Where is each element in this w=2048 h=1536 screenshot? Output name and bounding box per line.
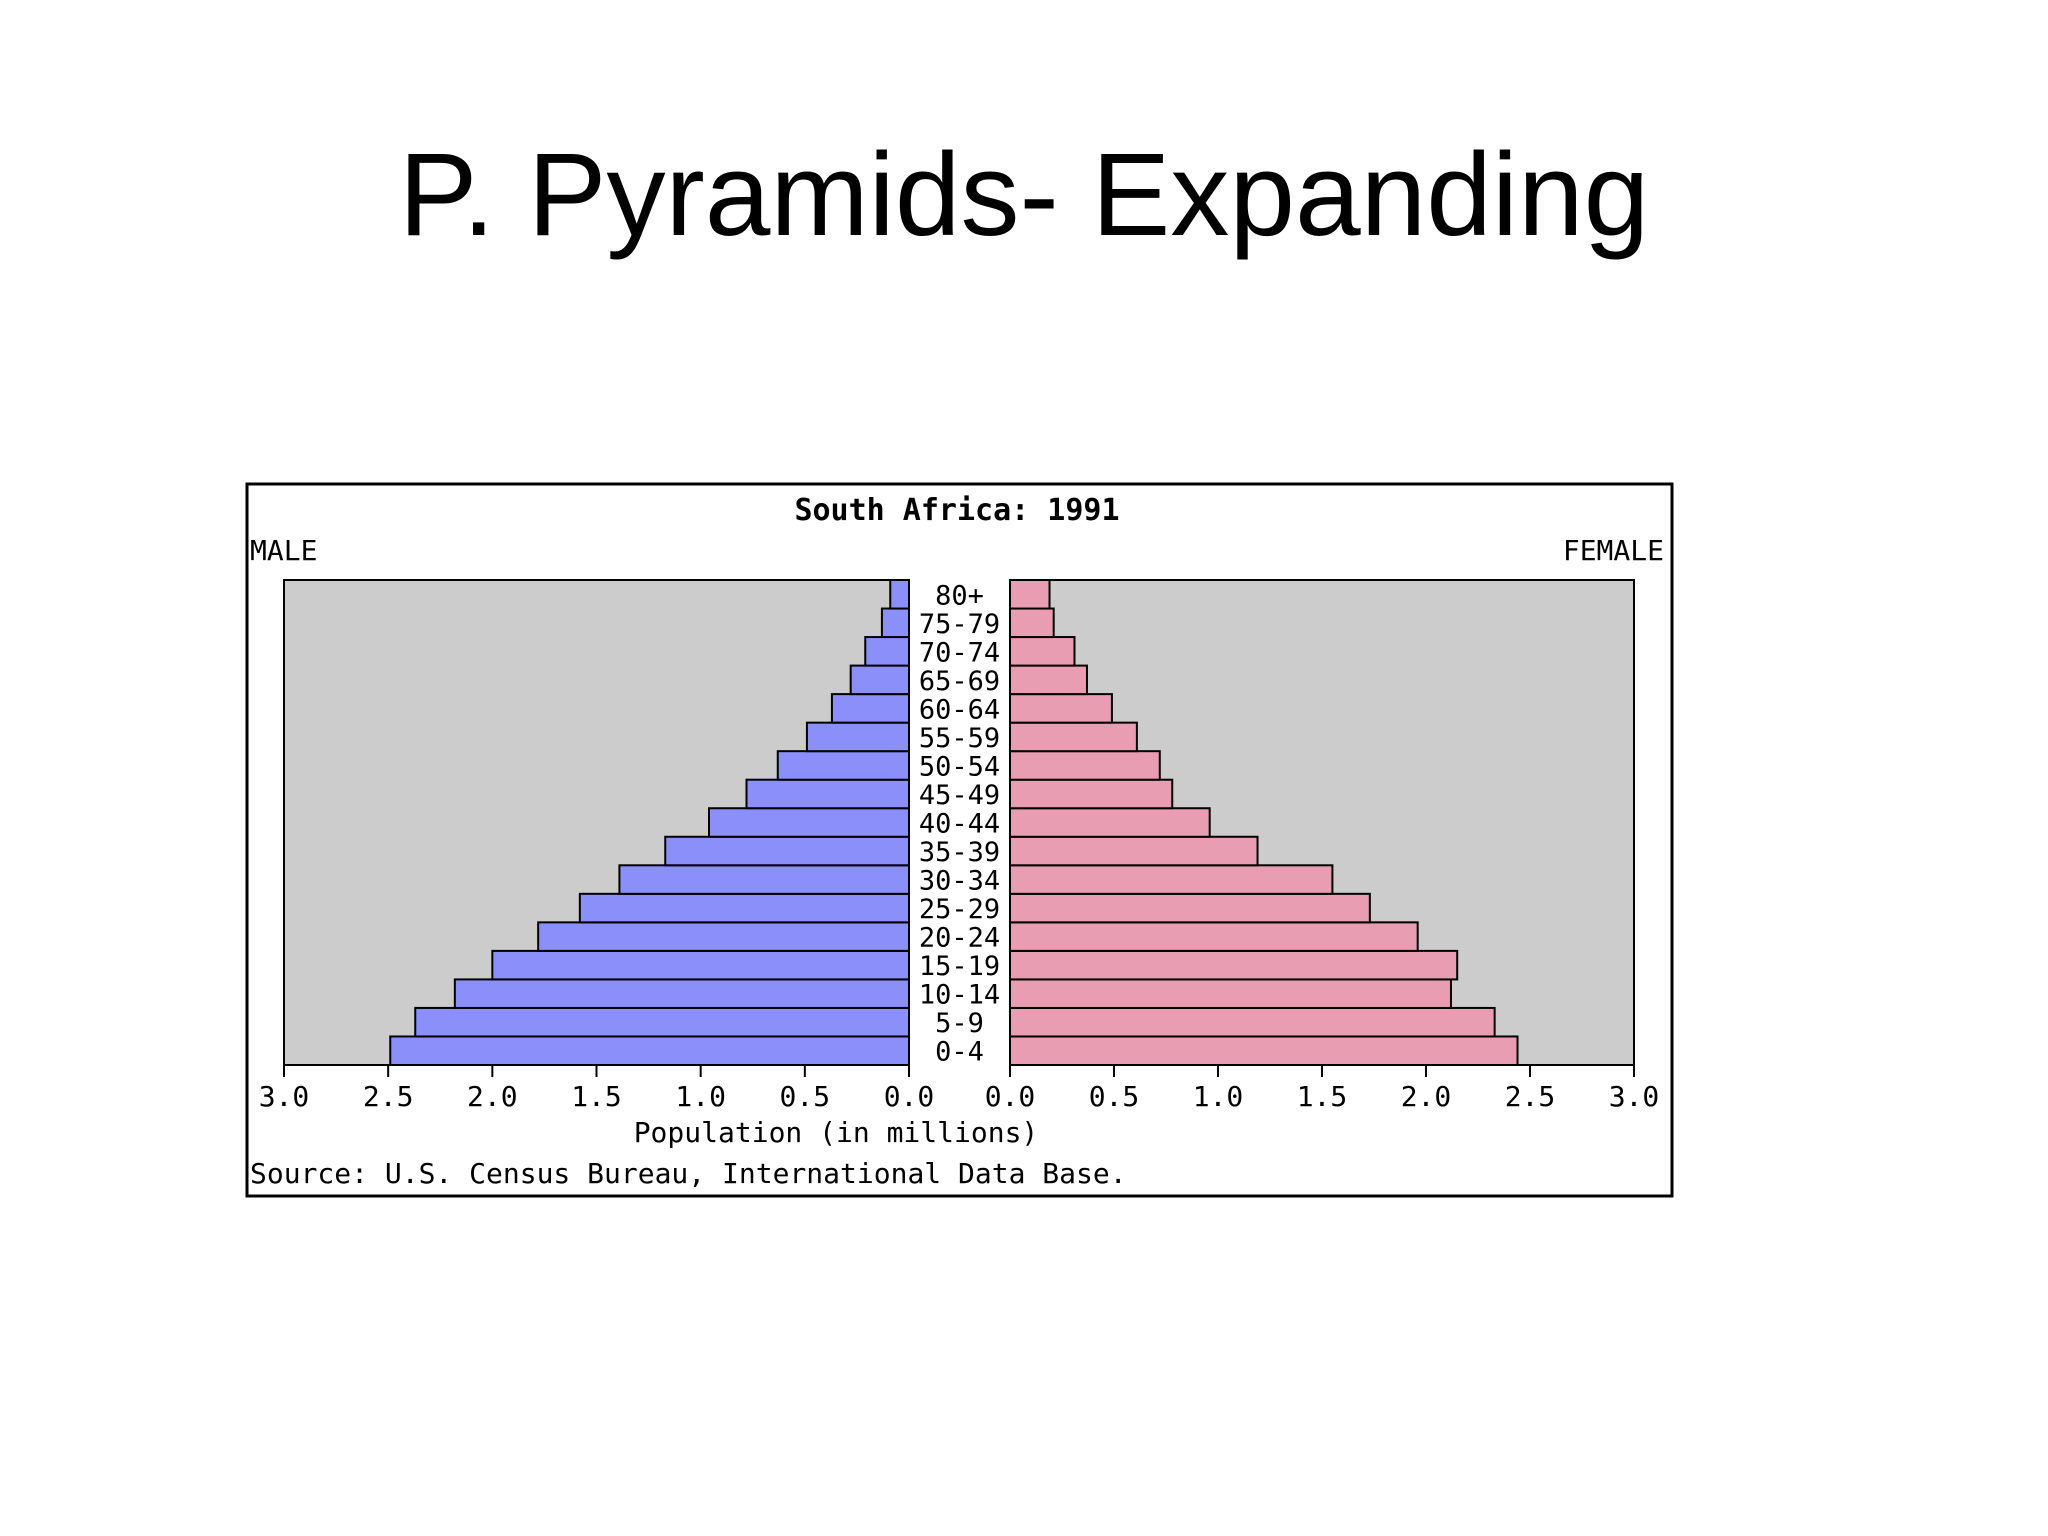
female-label: FEMALE — [1563, 534, 1664, 567]
age-label-60-64: 60-64 — [919, 694, 1000, 725]
slide-title: P. Pyramids- Expanding — [398, 129, 1650, 261]
male-bar-30-34 — [618, 864, 911, 895]
female-tick-label: 2.0 — [1401, 1080, 1452, 1113]
male-bar-65-69 — [849, 664, 911, 696]
male-bar-25-29 — [578, 892, 910, 924]
male-tick-label: 3.0 — [259, 1080, 310, 1113]
female-tick-label: 1.0 — [1193, 1080, 1244, 1113]
age-label-65-69: 65-69 — [919, 666, 1000, 697]
male-bar-60-64 — [830, 693, 911, 724]
male-bar-0-4 — [389, 1035, 910, 1066]
female-bar-30-34 — [1009, 864, 1334, 895]
female-bar-5-9 — [1009, 1006, 1496, 1038]
female-tick-label: 0.0 — [985, 1080, 1036, 1113]
age-labels: 0-45-910-1415-1920-2425-2930-3435-3940-4… — [919, 580, 1000, 1067]
female-bar-50-54 — [1009, 750, 1161, 781]
female-bar-20-24 — [1009, 921, 1419, 952]
age-label-25-29: 25-29 — [919, 894, 1000, 925]
male-tick-label: 2.5 — [363, 1080, 414, 1113]
female-bar-15-19 — [1009, 949, 1459, 981]
male-axis: 3.0 2.5 2.0 1.5 1.0 0.5 0.0 — [259, 1065, 935, 1113]
male-bar-45-49 — [745, 778, 910, 810]
male-bar-15-19 — [491, 949, 910, 981]
male-bar-5-9 — [414, 1006, 910, 1038]
male-tick-label: 1.0 — [675, 1080, 726, 1113]
male-tick-label: 2.0 — [467, 1080, 518, 1113]
female-tick-label: 1.5 — [1297, 1080, 1348, 1113]
male-bar-10-14 — [453, 978, 910, 1009]
male-tick-label: 0.0 — [884, 1080, 935, 1113]
male-tick-label: 1.5 — [571, 1080, 622, 1113]
age-label-50-54: 50-54 — [919, 751, 1000, 782]
x-axis-label: Population (in millions) — [634, 1116, 1039, 1149]
female-axis: 0.0 0.5 1.0 1.5 2.0 2.5 3.0 — [985, 1065, 1660, 1113]
female-bar-40-44 — [1009, 807, 1211, 838]
male-bar-40-44 — [708, 807, 910, 838]
female-bar-75-79 — [1009, 607, 1055, 639]
age-label-0-4: 0-4 — [935, 1037, 984, 1068]
female-bar-10-14 — [1009, 978, 1452, 1009]
male-bar-75-79 — [880, 607, 911, 639]
female-bar-60-64 — [1009, 693, 1113, 724]
male-tick-label: 0.5 — [780, 1080, 831, 1113]
female-bar-65-69 — [1009, 664, 1088, 696]
male-bar-55-59 — [805, 721, 911, 753]
female-bars — [1009, 579, 1519, 1066]
age-label-75-79: 75-79 — [919, 609, 1000, 640]
age-label-30-34: 30-34 — [919, 866, 1000, 897]
age-label-20-24: 20-24 — [919, 923, 1000, 954]
male-bar-50-54 — [776, 750, 910, 781]
male-bars — [389, 579, 911, 1066]
age-label-35-39: 35-39 — [919, 837, 1000, 868]
female-bar-70-74 — [1009, 636, 1076, 667]
female-bar-80plus — [1009, 579, 1051, 610]
male-bar-80plus — [889, 579, 910, 610]
age-label-70-74: 70-74 — [919, 637, 1000, 668]
male-bar-70-74 — [864, 636, 910, 667]
female-bar-45-49 — [1009, 778, 1174, 810]
male-label: MALE — [250, 534, 317, 567]
age-label-45-49: 45-49 — [919, 780, 1000, 811]
female-bar-35-39 — [1009, 835, 1259, 867]
male-bar-35-39 — [664, 835, 910, 867]
female-tick-label: 0.5 — [1089, 1080, 1140, 1113]
female-bar-0-4 — [1009, 1035, 1519, 1066]
age-label-15-19: 15-19 — [919, 951, 1000, 982]
chart-title: South Africa: 1991 — [794, 493, 1119, 528]
female-tick-label: 2.5 — [1505, 1080, 1556, 1113]
age-label-10-14: 10-14 — [919, 980, 1000, 1011]
age-label-80plus: 80+ — [935, 580, 984, 611]
age-label-40-44: 40-44 — [919, 809, 1000, 840]
age-label-5-9: 5-9 — [935, 1008, 984, 1039]
female-tick-label: 3.0 — [1609, 1080, 1660, 1113]
male-bar-20-24 — [537, 921, 911, 952]
age-label-55-59: 55-59 — [919, 723, 1000, 754]
source-note: Source: U.S. Census Bureau, Internationa… — [250, 1157, 1127, 1190]
female-bar-25-29 — [1009, 892, 1371, 924]
female-bar-55-59 — [1009, 721, 1138, 753]
